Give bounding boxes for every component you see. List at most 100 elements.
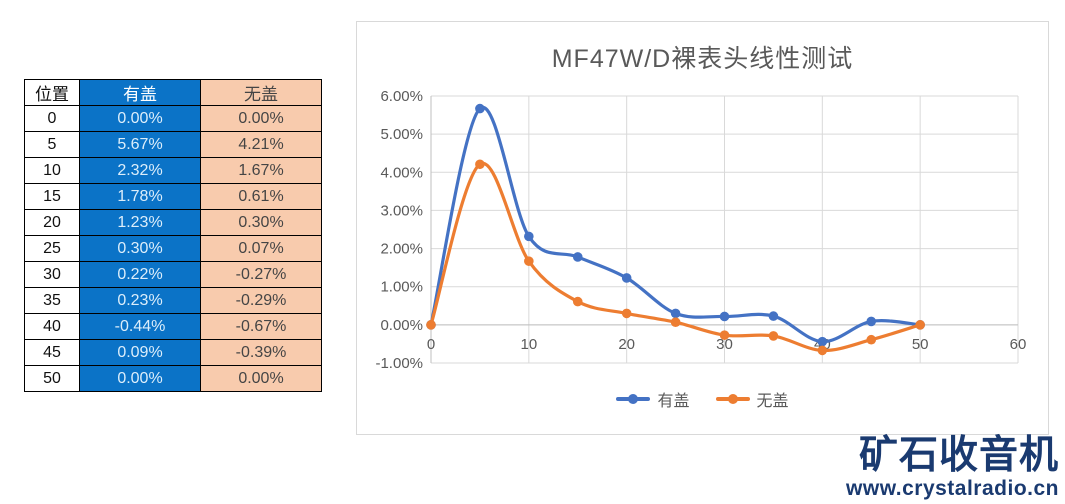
chart-title: MF47W/D裸表头线性测试: [551, 45, 854, 73]
legend-label: 无盖: [756, 393, 789, 410]
watermark-url: www.crystalradio.cn: [846, 477, 1059, 500]
x-axis-tick-label: 0: [427, 336, 435, 353]
cell-covered-20[interactable]: 1.23%: [79, 209, 201, 236]
y-axis-tick-label: 2.00%: [380, 241, 423, 258]
y-axis-tick-label: 4.00%: [380, 164, 423, 181]
data-point-无盖-30[interactable]: [719, 330, 730, 340]
data-point-有盖-15[interactable]: [572, 252, 583, 262]
cell-uncovered-20[interactable]: 0.30%: [200, 209, 322, 236]
data-point-无盖-10[interactable]: [524, 256, 534, 266]
watermark-logo-text: 矿石收音机: [858, 434, 1059, 477]
y-axis-tick-label: 3.00%: [380, 202, 423, 219]
data-point-有盖-30[interactable]: [719, 311, 730, 322]
table-row: 40 -0.44% -0.67%: [24, 313, 322, 340]
cell-covered-30[interactable]: 0.22%: [79, 261, 201, 288]
cell-uncovered-30[interactable]: -0.27%: [200, 261, 322, 288]
data-point-有盖-10[interactable]: [524, 231, 534, 242]
legend-dot-icon: [628, 394, 639, 404]
y-axis-tick-label: 1.00%: [380, 279, 423, 296]
cell-uncovered-10[interactable]: 1.67%: [200, 157, 322, 184]
data-point-无盖-15[interactable]: [572, 296, 583, 307]
data-point-有盖-20[interactable]: [621, 273, 632, 283]
cell-uncovered-45[interactable]: -0.39%: [200, 339, 322, 366]
legend-item-有盖[interactable]: 有盖: [616, 387, 690, 411]
cell-covered-15[interactable]: 1.78%: [79, 183, 201, 210]
table-row: 45 0.09% -0.39%: [24, 339, 322, 366]
x-axis-tick-label: 10: [520, 336, 537, 353]
legend-marker-icon: [616, 394, 651, 404]
cell-position-30[interactable]: 30: [24, 261, 80, 288]
table-row: 5 5.67% 4.21%: [24, 131, 322, 158]
cell-position-10[interactable]: 10: [24, 157, 80, 184]
cell-covered-45[interactable]: 0.09%: [79, 339, 201, 366]
table-row: 10 2.32% 1.67%: [24, 157, 322, 184]
data-point-有盖-5[interactable]: [475, 103, 485, 114]
cell-uncovered-35[interactable]: -0.29%: [200, 287, 322, 314]
data-point-无盖-20[interactable]: [621, 308, 632, 319]
data-point-有盖-40[interactable]: [817, 336, 828, 347]
cell-uncovered-0[interactable]: 0.00%: [200, 105, 322, 132]
table-row: 35 0.23% -0.29%: [24, 287, 322, 314]
chart-legend: 有盖 无盖: [357, 388, 1048, 410]
legend-label: 有盖: [657, 393, 690, 410]
cell-uncovered-50[interactable]: 0.00%: [200, 365, 322, 392]
plot-area: 6.00% 5.00% 4.00% 3.00% 2.00% 1.00% 0.00% -1.00…: [375, 88, 1027, 372]
cell-covered-35[interactable]: 0.23%: [79, 287, 201, 314]
data-point-有盖-35[interactable]: [768, 311, 779, 321]
table-row: 0 0.00% 0.00%: [24, 105, 322, 132]
legend-dot-icon: [727, 394, 738, 404]
cell-position-35[interactable]: 35: [24, 287, 80, 314]
data-point-无盖-50[interactable]: [915, 320, 925, 330]
table-header-position[interactable]: 位置: [24, 79, 80, 106]
y-axis-tick-label: 0.00%: [380, 317, 423, 334]
cell-position-0[interactable]: 0: [24, 105, 80, 132]
cell-covered-0[interactable]: 0.00%: [79, 105, 201, 132]
data-point-有盖-45[interactable]: [866, 316, 877, 327]
y-axis-tick-label: -1.00%: [375, 355, 423, 372]
data-point-无盖-35[interactable]: [768, 331, 779, 341]
cell-uncovered-15[interactable]: 0.61%: [200, 183, 322, 210]
cell-covered-5[interactable]: 5.67%: [79, 131, 201, 158]
legend-marker-icon: [715, 394, 750, 404]
watermark: 矿石收音机 www.crystalradio.cn: [846, 436, 1059, 501]
cell-uncovered-25[interactable]: 0.07%: [200, 235, 322, 262]
cell-uncovered-40[interactable]: -0.67%: [200, 313, 322, 340]
table-row: 15 1.78% 0.61%: [24, 183, 322, 210]
table-header-row: 位置 有盖 无盖: [24, 79, 322, 106]
table-row: 30 0.22% -0.27%: [24, 261, 322, 288]
data-table: 位置 有盖 无盖 0 0.00% 0.00% 5 5.67% 4.21% 10 2.32% 1.…: [24, 79, 322, 392]
data-point-无盖-5[interactable]: [475, 159, 485, 170]
x-axis-tick-label: 60: [1010, 336, 1027, 353]
data-point-无盖-45[interactable]: [866, 334, 877, 345]
table-row: 50 0.00% 0.00%: [24, 365, 322, 392]
legend-item-无盖[interactable]: 无盖: [715, 387, 789, 411]
cell-position-20[interactable]: 20: [24, 209, 80, 236]
x-axis-tick-label: 20: [618, 336, 635, 353]
cell-covered-10[interactable]: 2.32%: [79, 157, 201, 184]
chart[interactable]: MF47W/D裸表头线性测试 6.00% 5.00% 4.00% 3.00% 2.00%…: [356, 21, 1049, 435]
data-point-无盖-0[interactable]: [426, 320, 436, 330]
data-point-有盖-25[interactable]: [670, 308, 681, 319]
y-axis-tick-label: 6.00%: [380, 88, 423, 105]
cell-uncovered-5[interactable]: 4.21%: [200, 131, 322, 158]
cell-position-50[interactable]: 50: [24, 365, 80, 392]
cell-position-40[interactable]: 40: [24, 313, 80, 340]
table-row: 20 1.23% 0.30%: [24, 209, 322, 236]
cell-covered-50[interactable]: 0.00%: [79, 365, 201, 392]
table-header-uncovered[interactable]: 无盖: [200, 79, 322, 106]
x-axis-tick-label: 30: [716, 336, 733, 353]
cell-position-15[interactable]: 15: [24, 183, 80, 210]
table-row: 25 0.30% 0.07%: [24, 235, 322, 262]
cell-position-5[interactable]: 5: [24, 131, 80, 158]
x-axis-tick-label: 50: [912, 336, 929, 353]
cell-covered-40[interactable]: -0.44%: [79, 313, 201, 340]
data-point-无盖-40[interactable]: [817, 345, 828, 356]
y-axis-tick-label: 5.00%: [380, 126, 423, 143]
cell-covered-25[interactable]: 0.30%: [79, 235, 201, 262]
series-line-有盖[interactable]: [429, 105, 922, 344]
cell-position-25[interactable]: 25: [24, 235, 80, 262]
table-header-covered[interactable]: 有盖: [79, 79, 201, 106]
cell-position-45[interactable]: 45: [24, 339, 80, 366]
data-point-无盖-25[interactable]: [670, 317, 681, 327]
